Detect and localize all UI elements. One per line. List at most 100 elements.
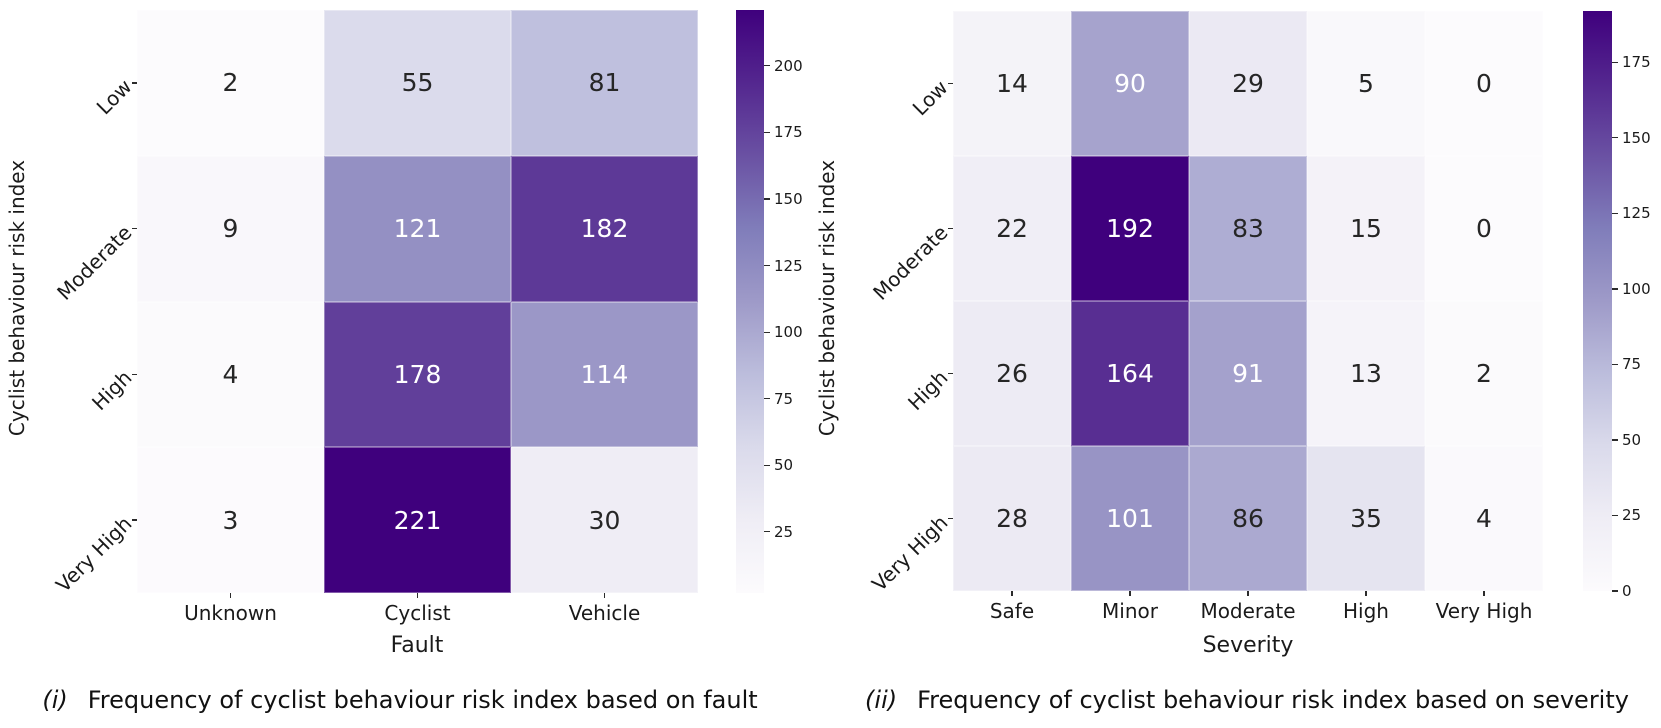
heatmap-cell: 29	[1189, 11, 1307, 156]
cell-value: 5	[1358, 69, 1374, 98]
colorbar-tick-mark	[1612, 212, 1618, 214]
heatmap-cell: 15	[1307, 156, 1425, 301]
heatmap-cell: 90	[1071, 11, 1189, 156]
y-tick-mark	[948, 227, 953, 230]
y-tick-mark	[948, 82, 953, 85]
x-tick-label: Minor	[1102, 599, 1158, 623]
cell-value: 182	[580, 214, 629, 244]
heatmap-cell: 35	[1307, 446, 1425, 591]
heatmap-cell: 114	[511, 301, 698, 448]
x-tick-mark	[1365, 591, 1367, 596]
y-axis-label-severity: Cyclist behaviour risk index	[815, 159, 839, 437]
y-tick-mark	[948, 372, 953, 375]
heatmap-cell: 178	[324, 301, 511, 448]
cell-value: 114	[580, 359, 629, 389]
y-axis-label-fault: Cyclist behaviour risk index	[5, 159, 29, 437]
y-tick-label: High	[903, 365, 953, 415]
x-tick-mark	[229, 593, 232, 598]
heatmap-cell: 182	[511, 155, 698, 302]
cell-value: 35	[1350, 504, 1382, 533]
y-tick-mark	[948, 517, 953, 520]
cell-value: 28	[996, 504, 1028, 533]
colorbar-tick-label: 125	[1622, 204, 1651, 223]
cell-value: 192	[1106, 214, 1154, 243]
heatmap-cell: 86	[1189, 446, 1307, 591]
heatmap-cell: 55	[324, 10, 511, 156]
colorbar-tick-mark	[764, 198, 770, 200]
cell-value: 22	[996, 214, 1028, 243]
x-tick-label: Unknown	[184, 601, 277, 625]
heatmap-cell: 4	[1425, 446, 1543, 591]
colorbar-tick-label: 150	[1622, 128, 1651, 147]
colorbar-tick-mark	[764, 531, 770, 533]
colorbar	[736, 10, 764, 593]
colorbar-tick-mark	[764, 65, 770, 67]
colorbar-tick-label: 50	[1622, 430, 1642, 449]
colorbar-tick-label: 25	[774, 522, 794, 541]
colorbar-tick-label: 50	[774, 456, 794, 475]
colorbar-tick-label: 25	[1622, 506, 1642, 525]
heatmap-cell: 0	[1425, 11, 1543, 156]
heatmap-cell: 9	[137, 155, 324, 302]
heatmap-grid: 2 55 81 9 121 182 4 178 114 3 221 30	[137, 10, 698, 593]
cell-value: 86	[1232, 504, 1264, 533]
colorbar-tick-label: 150	[774, 190, 803, 208]
cell-value: 90	[1114, 69, 1146, 98]
colorbar-tick-mark	[1612, 363, 1618, 366]
cell-value: 83	[1232, 214, 1264, 243]
x-tick-label: High	[1343, 599, 1389, 623]
heatmap-cell: 2	[137, 10, 324, 156]
cell-value: 4	[222, 359, 239, 389]
x-tick-label: Vehicle	[568, 601, 641, 625]
cell-value: 121	[393, 214, 442, 244]
heatmap-cell: 83	[1189, 156, 1307, 301]
heatmap-cell: 3	[137, 447, 324, 593]
colorbar-tick-label: 200	[774, 56, 803, 75]
cell-value: 3	[222, 505, 239, 535]
heatmap-grid: 14 90 29 5 0 22 192 83 15 0 26 164 91 13 2 28 101 86 35 4	[953, 11, 1543, 591]
x-tick-mark	[1129, 591, 1131, 596]
heatmap-cell: 28	[953, 446, 1071, 591]
cell-value: 0	[1476, 214, 1492, 243]
colorbar-tick-mark	[1612, 439, 1618, 441]
heatmap-cell: 164	[1071, 301, 1189, 446]
x-tick-mark	[603, 593, 606, 598]
colorbar-tick-mark	[764, 131, 770, 134]
x-tick-mark	[1011, 591, 1013, 596]
y-tick-label: Very High	[867, 510, 953, 596]
cell-value: 30	[588, 505, 621, 535]
y-tick-mark	[132, 519, 137, 521]
cell-value: 2	[222, 68, 239, 98]
y-tick-mark	[132, 82, 137, 84]
colorbar-tick-label: 125	[774, 256, 803, 275]
colorbar-tick-mark	[764, 464, 770, 466]
heatmap-cell: 4	[137, 301, 324, 448]
y-tick-label: Moderate	[868, 220, 953, 305]
cell-value: 4	[1476, 504, 1492, 533]
cell-value: 15	[1350, 214, 1382, 243]
colorbar-tick-label: 100	[1622, 279, 1651, 298]
cell-value: 55	[401, 68, 434, 98]
heatmap-cell: 192	[1071, 156, 1189, 301]
x-tick-mark	[1483, 591, 1485, 596]
colorbar-tick-label: 75	[1622, 355, 1642, 374]
y-tick-mark	[132, 373, 137, 376]
subcaption-severity-marker: (ii)	[865, 686, 898, 714]
subcaption-severity-text: Frequency of cyclist behaviour risk inde…	[917, 686, 1629, 714]
y-tick-mark	[132, 227, 137, 230]
heatmap-cell: 26	[953, 301, 1071, 446]
cell-value: 91	[1232, 359, 1264, 388]
cell-value: 9	[222, 214, 239, 244]
subcaption-fault-text: Frequency of cyclist behaviour risk inde…	[87, 686, 758, 714]
heatmap-cell: 91	[1189, 301, 1307, 446]
heatmap-cell: 221	[324, 447, 511, 593]
colorbar-tick-mark	[764, 264, 770, 267]
x-tick-label: Very High	[1435, 599, 1533, 623]
cell-value: 164	[1106, 359, 1154, 388]
colorbar-tick-label: 0	[1622, 582, 1632, 600]
colorbar	[1583, 11, 1612, 591]
x-tick-label: Safe	[989, 599, 1035, 623]
